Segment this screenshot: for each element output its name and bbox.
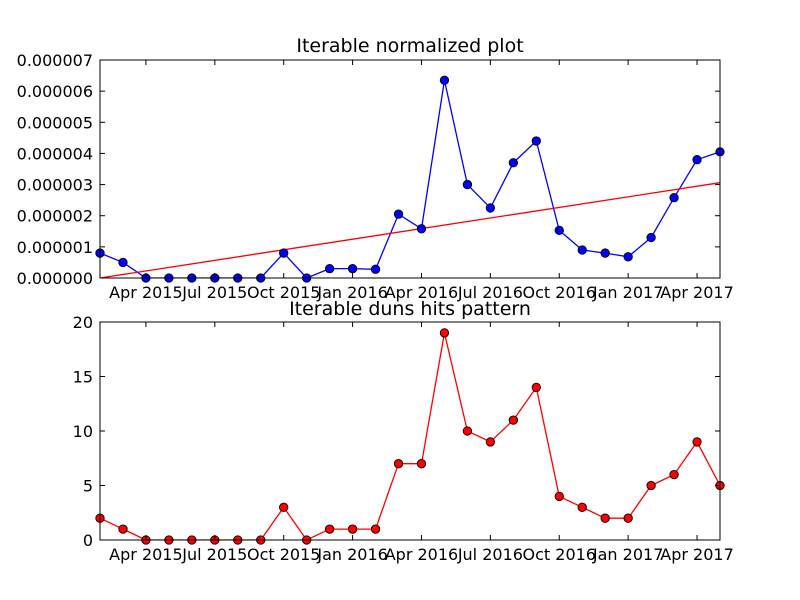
chart-1-y-tick-label: 0.000005 (17, 113, 93, 132)
chart-2-series-1-point (370, 524, 381, 534)
chart-2-series-1-point (508, 415, 518, 425)
chart-2-series-1-point (646, 480, 656, 491)
chart-1-series-1-point (600, 248, 610, 258)
chart-2-y-tick-label: 10 (73, 422, 93, 441)
chart-1-axes: 0.000000 0.000001 0.000002 0.000003 0.000004… (17, 51, 734, 302)
chart-2-series-1-point (279, 502, 289, 512)
chart-1-series-1-point (554, 225, 564, 236)
chart-1-x-tick-label: Oct 2016 (523, 283, 596, 302)
chart-2-x-tick-label: Jan 2017 (592, 545, 663, 564)
chart-1-x-tick-label: Apr 2017 (660, 283, 733, 302)
chart-2-series-1-point (462, 426, 473, 436)
chart-1-x-tick-label: Apr 2016 (385, 283, 458, 302)
chart-1-y-tick-label: 0.000002 (17, 207, 93, 226)
chart-1-series-1-point (347, 264, 358, 274)
chart-2-plot-area (100, 332, 720, 540)
chart-2-x-tick-label: Jul 2015 (181, 545, 247, 564)
chart-2-y-tick-label: 5 (83, 477, 93, 496)
chart-2-x-tick-label: Oct 2015 (247, 545, 320, 564)
chart-2-series-1-point (692, 437, 702, 447)
chart-2-series-1-point (623, 513, 633, 523)
chart-1-series-1-point (485, 203, 496, 213)
chart-2-x-tick-label: Apr 2016 (385, 545, 458, 564)
chart-2-x-tick-label: Oct 2016 (523, 545, 596, 564)
chart-1-series-1-point (646, 232, 656, 243)
chart-1-x-tick-label: Oct 2015 (247, 283, 320, 302)
chart-1-series-1-point (623, 252, 633, 262)
chart-2-series-1-point (347, 524, 358, 534)
chart-1-series-1-point (508, 158, 518, 168)
chart-1-series-2-line (100, 182, 720, 278)
chart-1-plot-area (100, 80, 720, 278)
chart-1-series-1-point (669, 193, 679, 203)
chart-2-series-1-point (324, 524, 335, 534)
chart-1-series-1-point (279, 248, 289, 258)
chart-1-x-tick-label: Jul 2016 (457, 283, 523, 302)
chart-1-y-tick-label: 0.000007 (17, 51, 93, 70)
chart-2-title: Iterable duns hits pattern (289, 298, 531, 320)
chart-1-series-1-point (393, 209, 404, 219)
chart-1-x-tick-label: Apr 2015 (109, 283, 182, 302)
chart-2-series-1-point (118, 524, 128, 534)
chart-1-series-1-point (439, 75, 450, 85)
chart-1-series-1-point (462, 179, 473, 190)
chart-1-series-1-point (531, 136, 541, 146)
chart-1-title: Iterable normalized plot (296, 35, 523, 57)
chart-2-series-1-point (600, 513, 610, 523)
chart-1-y-tick-label: 0.000003 (17, 176, 93, 195)
chart-1-y-tick-label: 0.000001 (17, 238, 93, 257)
chart-2-x-tick-label: Apr 2015 (109, 545, 182, 564)
chart-1-series-1-point (577, 245, 587, 255)
chart-1-y-tick-label: 0.000004 (17, 144, 93, 163)
chart-2-y-tick-label: 20 (73, 313, 93, 332)
chart-1-x-tick-label: Jan 2017 (592, 283, 663, 302)
chart-2-series-1-point (554, 491, 564, 502)
chart-1-x-tick-label: Jul 2015 (181, 283, 247, 302)
chart-2-series-1-point (416, 459, 427, 469)
chart-2-series-1-point (485, 437, 496, 447)
chart-2-y-tick-label: 15 (73, 368, 93, 387)
chart-1-y-tick-label: 0.000006 (17, 82, 93, 101)
chart-2-x-tick-label: Jan 2016 (316, 545, 387, 564)
chart-1-series-1-point (692, 155, 702, 165)
chart-2-series-1-point (439, 328, 450, 338)
chart-2-series-1-point (531, 382, 541, 393)
chart-2-x-tick-label: Apr 2017 (660, 545, 733, 564)
chart-1-series-1-point (324, 264, 335, 274)
chart-1-y-tick-label: 0.000000 (17, 269, 93, 288)
chart-1-series-1-point (118, 257, 128, 268)
chart-1-x-tick-label: Jan 2016 (316, 283, 387, 302)
chart-2-series-1-point (393, 459, 404, 469)
chart-1-series-1-point (416, 224, 427, 234)
chart-2-series-1-line (100, 332, 720, 540)
chart-1-series-1-point (370, 264, 381, 274)
chart-2-y-tick-label: 0 (83, 531, 93, 550)
chart-2-series-1-point (577, 502, 587, 512)
chart-1-axes-frame (99, 59, 721, 279)
chart-1-normalized-plot: 0.000000 0.000001 0.000002 0.000003 0.000004… (17, 35, 734, 302)
chart-2-x-tick-label: Jul 2016 (457, 545, 523, 564)
chart-2-series-1-point (669, 469, 679, 480)
chart-1-series-1-line (100, 80, 720, 278)
